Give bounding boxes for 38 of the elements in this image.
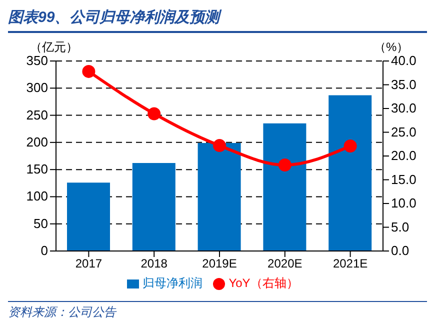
y2-axis-title: （%）: [374, 39, 409, 56]
x-tick-label: 2019E: [202, 256, 237, 271]
y-tick-label: 250: [26, 107, 48, 122]
point: [82, 64, 96, 78]
y2-tick-label: 30.0: [391, 100, 416, 116]
y-tick-label: 150: [26, 162, 48, 177]
y-tick-label: 100: [26, 188, 48, 204]
point: [278, 158, 292, 172]
x-tick-label: 2017: [75, 256, 102, 271]
x-tick-label: 2021E: [332, 256, 368, 271]
y-tick-label: 50: [34, 216, 48, 231]
y2-tick-label: 5.0: [391, 219, 410, 234]
y2-tick-label: 0.0: [391, 243, 410, 258]
bar: [328, 95, 372, 251]
y2-tick-label: 10.0: [391, 196, 416, 210]
y2-tick-label: 25.0: [391, 124, 416, 140]
x-tick-label: 2020E: [268, 256, 302, 271]
y2-tick-label: 40.0: [391, 53, 416, 68]
y-tick-label: 200: [26, 134, 48, 150]
x-tick-label: 2018: [140, 256, 168, 271]
text: 资料来源：公司公告: [8, 304, 427, 321]
legend-label: YoY（右轴）: [228, 276, 298, 290]
chart-title: 图表99、公司归母净利润及预测: [8, 8, 427, 33]
point: [148, 107, 161, 120]
legend-label: 归母净利润: [142, 276, 203, 290]
bar: [67, 182, 110, 251]
y2-tick-label: 20.0: [391, 148, 416, 163]
y-tick-label: 300: [26, 80, 48, 96]
y-axis-title: （亿元）: [30, 39, 78, 56]
bar: [263, 123, 306, 251]
bar: [198, 142, 241, 251]
point: [213, 139, 226, 152]
y-tick-label: 0: [40, 243, 48, 258]
bar: [132, 163, 176, 251]
y2-tick-label: 15.0: [391, 172, 416, 187]
y2-tick-label: 35.0: [391, 76, 416, 92]
point: [344, 140, 357, 153]
y-tick-label: 350: [26, 53, 48, 68]
